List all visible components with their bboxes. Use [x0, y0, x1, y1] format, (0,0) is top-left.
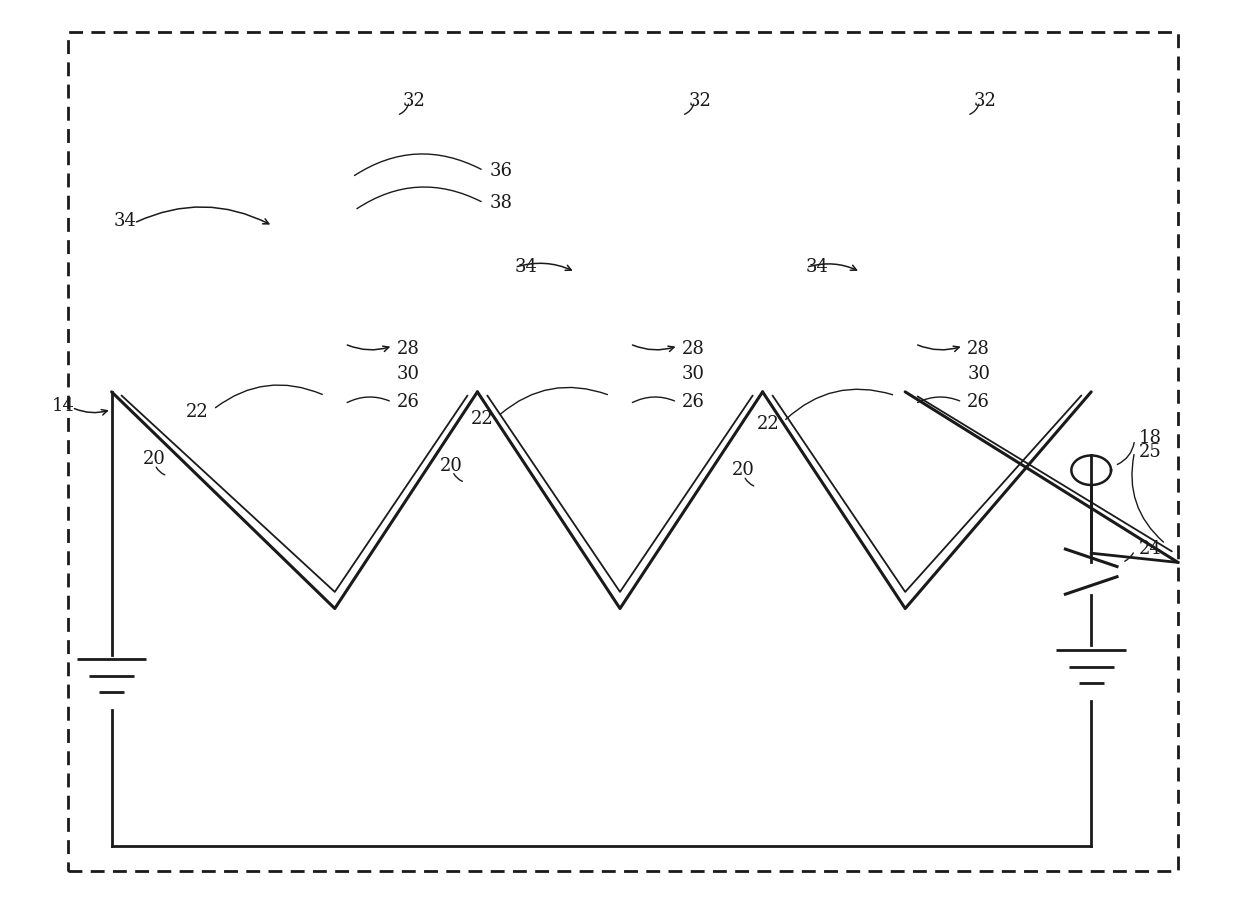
Text: 32: 32 — [688, 92, 711, 111]
Text: 28: 28 — [682, 339, 704, 358]
FancyBboxPatch shape — [895, 304, 915, 392]
FancyBboxPatch shape — [558, 41, 682, 304]
Text: 32: 32 — [973, 92, 996, 111]
Text: 30: 30 — [967, 365, 991, 384]
Text: 14: 14 — [52, 396, 74, 415]
Text: 26: 26 — [397, 393, 419, 411]
Text: 20: 20 — [143, 450, 165, 468]
Text: 26: 26 — [682, 393, 704, 411]
Text: 22: 22 — [186, 403, 208, 421]
Text: 20: 20 — [732, 461, 754, 479]
Text: 22: 22 — [471, 409, 494, 428]
Text: 34: 34 — [515, 258, 537, 277]
Text: 22: 22 — [756, 415, 779, 433]
FancyBboxPatch shape — [601, 69, 639, 281]
FancyBboxPatch shape — [861, 53, 950, 293]
Text: 32: 32 — [403, 92, 425, 111]
Text: 30: 30 — [682, 365, 706, 384]
Text: 28: 28 — [967, 339, 990, 358]
Text: 20: 20 — [440, 456, 463, 475]
Text: 25: 25 — [1138, 443, 1161, 461]
Text: 34: 34 — [806, 258, 828, 277]
FancyBboxPatch shape — [273, 41, 397, 304]
FancyBboxPatch shape — [610, 304, 630, 392]
FancyBboxPatch shape — [575, 53, 665, 293]
FancyBboxPatch shape — [68, 32, 1178, 871]
Text: 24: 24 — [1138, 539, 1161, 558]
FancyBboxPatch shape — [316, 69, 353, 281]
Text: 18: 18 — [1138, 429, 1162, 447]
FancyBboxPatch shape — [290, 53, 379, 293]
Text: 26: 26 — [967, 393, 990, 411]
FancyBboxPatch shape — [325, 304, 345, 392]
Text: 36: 36 — [490, 161, 513, 180]
Text: 28: 28 — [397, 339, 419, 358]
Text: 38: 38 — [490, 194, 513, 212]
FancyBboxPatch shape — [843, 41, 967, 304]
Text: 30: 30 — [397, 365, 420, 384]
FancyBboxPatch shape — [887, 69, 924, 281]
Text: 34: 34 — [114, 212, 136, 230]
